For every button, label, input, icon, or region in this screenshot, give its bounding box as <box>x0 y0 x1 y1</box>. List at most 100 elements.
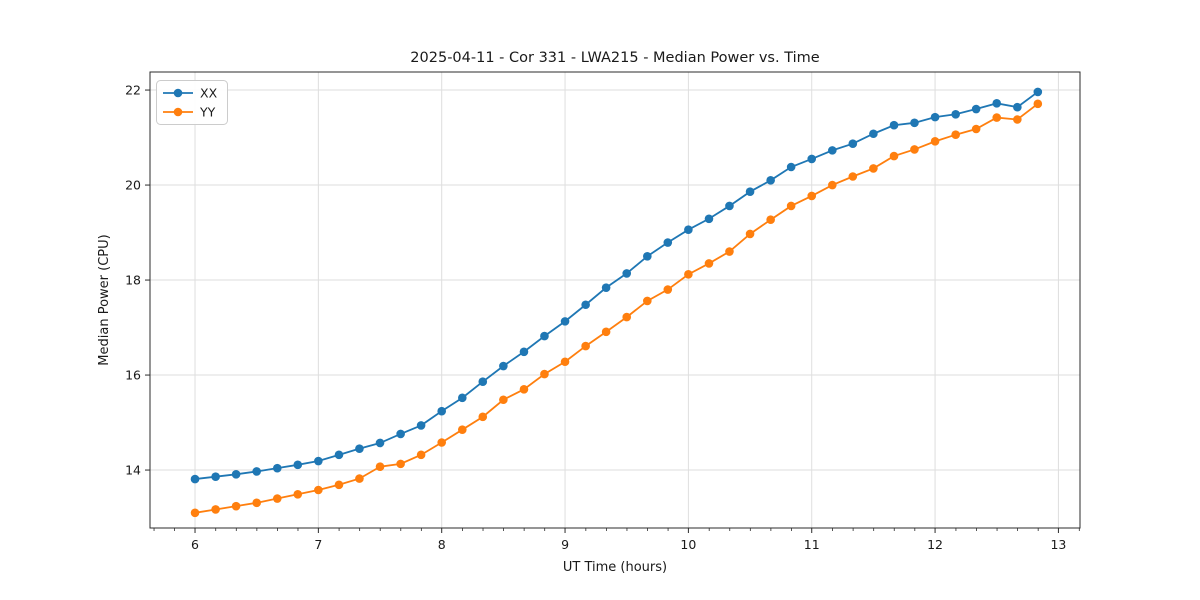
data-point-yy <box>375 462 385 472</box>
data-point-xx <box>540 331 549 341</box>
data-point-xx <box>396 429 405 439</box>
data-point-yy <box>293 489 303 499</box>
data-point-xx <box>458 393 467 403</box>
y-tick-label: 18 <box>125 273 141 288</box>
legend: XX YY <box>156 80 228 125</box>
data-point-xx <box>848 139 858 149</box>
data-point-xx <box>807 154 817 164</box>
data-point-xx <box>211 472 220 482</box>
data-point-xx <box>745 187 755 196</box>
plot-border <box>149 71 1081 529</box>
data-point-xx <box>786 162 796 172</box>
series-line-yy <box>194 103 1039 514</box>
data-point-xx <box>334 450 344 460</box>
y-tick-label: 16 <box>125 368 141 383</box>
data-point-yy <box>1013 115 1022 124</box>
data-point-yy <box>971 124 981 134</box>
data-point-yy <box>745 229 755 239</box>
data-point-yy <box>725 247 734 256</box>
data-point-xx <box>190 474 200 484</box>
data-point-yy <box>272 494 282 503</box>
x-tick-label: 11 <box>804 537 820 552</box>
data-point-yy <box>869 164 878 173</box>
x-tick-label: 10 <box>680 537 696 552</box>
data-point-xx <box>355 444 364 453</box>
chart-title: 2025-04-11 - Cor 331 - LWA215 - Median P… <box>410 50 819 66</box>
data-point-xx <box>869 129 878 139</box>
data-point-yy <box>231 501 241 511</box>
data-point-xx <box>643 251 652 261</box>
data-point-xx <box>478 377 488 387</box>
data-point-yy <box>540 369 549 379</box>
data-point-yy <box>478 412 488 422</box>
data-point-yy <box>786 201 796 211</box>
x-tick-label: 12 <box>927 537 943 552</box>
data-point-yy <box>684 270 693 279</box>
data-point-yy <box>910 145 919 154</box>
x-axis-label: UT Time (hours) <box>563 560 667 575</box>
x-tick-label: 13 <box>1050 537 1066 552</box>
data-point-yy <box>190 508 200 518</box>
data-point-yy <box>766 215 775 225</box>
data-point-xx <box>684 225 693 234</box>
legend-label-xx: XX <box>200 86 218 101</box>
data-point-xx <box>992 99 1002 108</box>
data-point-yy <box>622 312 632 322</box>
data-point-xx <box>1033 87 1043 97</box>
data-point-xx <box>519 347 529 357</box>
y-tick-label: 22 <box>125 83 141 98</box>
data-point-xx <box>663 238 673 247</box>
data-point-xx <box>416 421 426 430</box>
data-point-xx <box>971 104 981 114</box>
data-point-xx <box>704 214 714 224</box>
data-point-yy <box>951 130 960 139</box>
data-point-xx <box>375 438 385 448</box>
data-point-yy <box>437 438 447 447</box>
data-point-xx <box>272 463 282 473</box>
data-point-yy <box>889 151 899 161</box>
data-point-yy <box>334 480 344 490</box>
data-point-yy <box>560 357 570 367</box>
data-point-yy <box>458 425 467 434</box>
data-point-yy <box>930 137 940 146</box>
x-tick-label: 9 <box>561 537 569 552</box>
data-series <box>190 87 1043 518</box>
legend-marker-xx <box>173 88 183 98</box>
data-point-yy <box>314 485 323 495</box>
data-point-yy <box>211 505 220 514</box>
data-point-yy <box>581 341 590 351</box>
data-point-xx <box>601 283 611 292</box>
data-point-xx <box>252 467 261 476</box>
x-tick-label: 8 <box>438 537 446 552</box>
data-point-yy <box>848 172 858 181</box>
data-point-xx <box>889 120 899 130</box>
data-point-yy <box>252 498 261 508</box>
data-point-yy <box>601 327 611 337</box>
data-point-xx <box>581 300 590 310</box>
legend-label-yy: YY <box>199 105 216 120</box>
data-point-xx <box>1013 102 1022 112</box>
data-point-xx <box>622 269 632 278</box>
data-point-yy <box>828 180 837 190</box>
data-point-yy <box>807 191 817 201</box>
axis-ticks <box>145 89 1080 533</box>
data-point-xx <box>930 112 940 122</box>
data-point-yy <box>355 474 364 483</box>
data-point-yy <box>396 459 405 469</box>
data-point-yy <box>992 113 1002 122</box>
data-point-xx <box>314 456 323 466</box>
data-point-xx <box>910 118 919 128</box>
data-point-xx <box>951 109 960 119</box>
data-point-xx <box>766 176 775 185</box>
data-point-xx <box>499 361 508 371</box>
legend-marker-yy <box>173 107 183 117</box>
data-point-yy <box>1033 99 1043 109</box>
data-point-yy <box>663 285 673 294</box>
data-point-yy <box>643 296 652 306</box>
data-point-xx <box>725 201 734 211</box>
y-tick-label: 14 <box>125 463 141 478</box>
data-point-xx <box>293 460 303 470</box>
x-tick-label: 7 <box>314 537 322 552</box>
y-tick-label: 20 <box>125 178 141 193</box>
